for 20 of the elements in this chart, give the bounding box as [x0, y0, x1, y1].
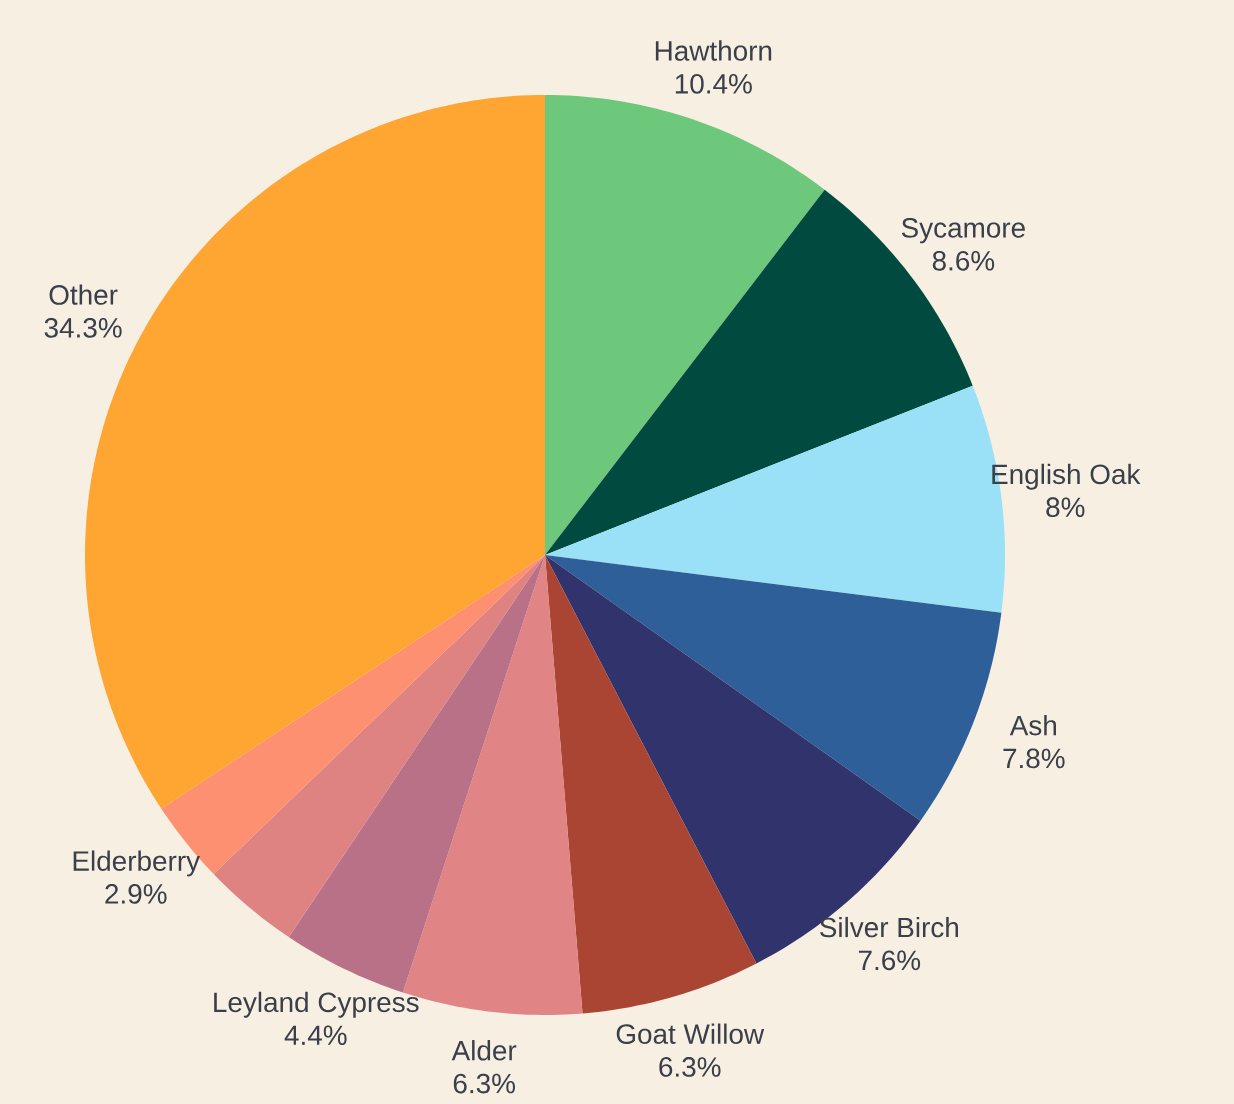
data-label: 7.6% [858, 950, 921, 971]
slice-label: Goat Willow [616, 1023, 765, 1044]
data-label: 4.4% [284, 1025, 347, 1045]
slice-label: Leyland Cypress [214, 991, 419, 1018]
data-label: 34.3% [44, 317, 122, 338]
slice-label: Elderberry [73, 850, 200, 877]
data-label: 10.4% [675, 73, 752, 94]
slice-label: Silver Birch [820, 916, 958, 938]
data-label: 6.3% [453, 1073, 515, 1094]
data-label: 8.6% [932, 250, 995, 271]
slice-label: Alder [451, 1040, 517, 1061]
data-label: 8% [1046, 497, 1085, 518]
slice-label: Ash [1009, 714, 1057, 736]
slice-label: Hawthorn [655, 40, 772, 61]
data-label: 6.3% [659, 1057, 721, 1077]
slice-label: English Oak [992, 463, 1141, 490]
slice-label: Sycamore [901, 218, 1025, 244]
data-label: 7.8% [1003, 748, 1065, 769]
slice-label: Other [49, 284, 118, 305]
data-label: 2.9% [105, 884, 167, 904]
